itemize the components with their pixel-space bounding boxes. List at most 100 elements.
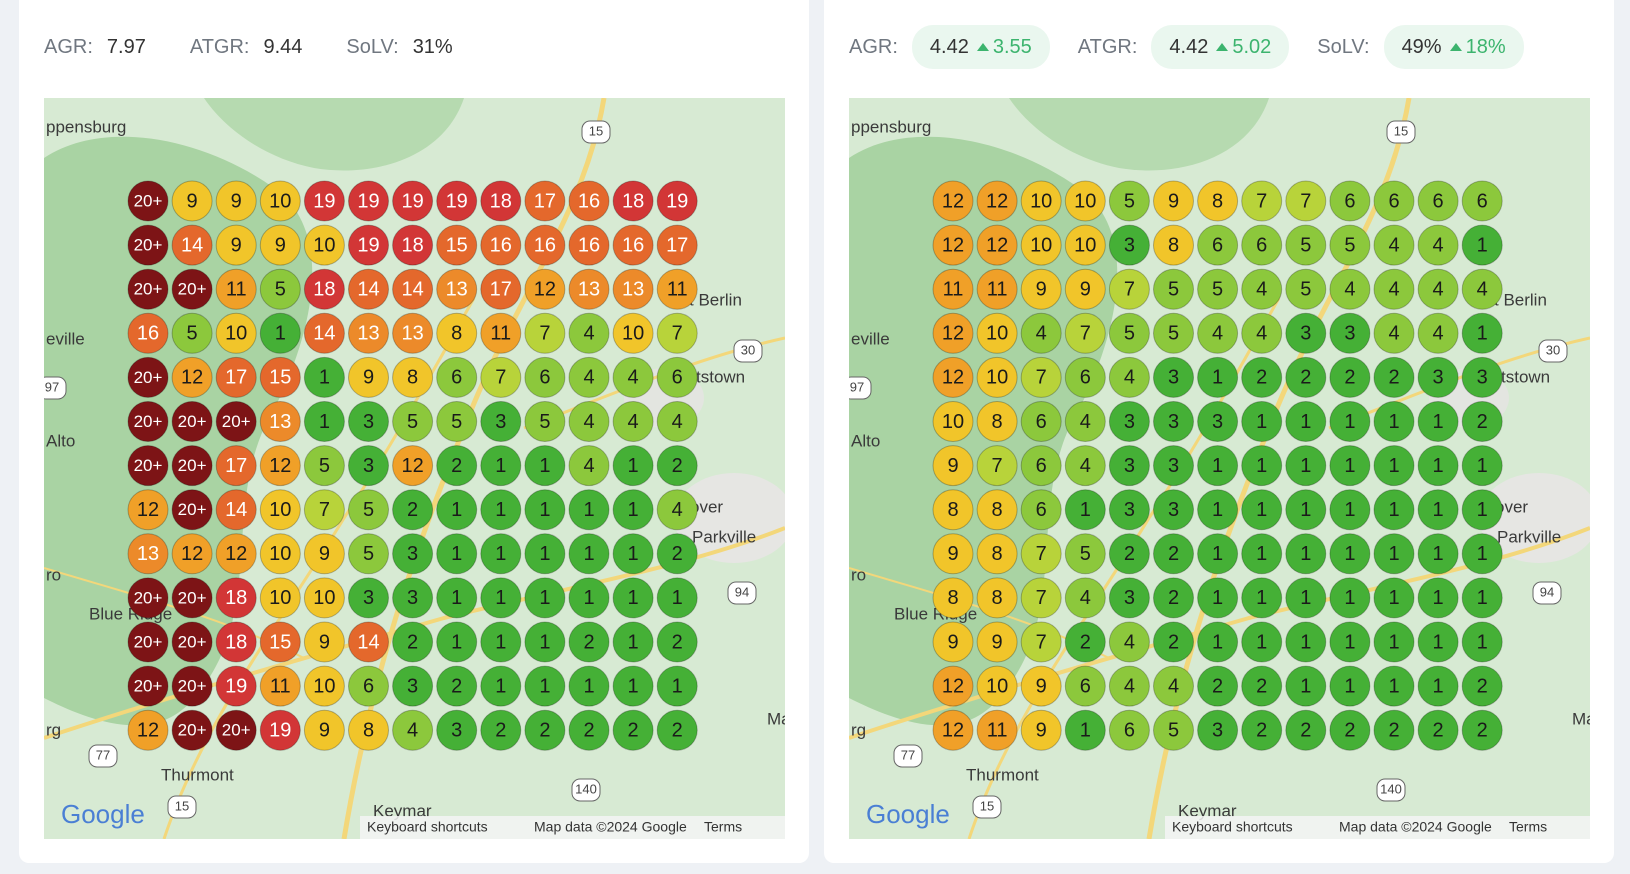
rank-pin [976,533,1018,575]
rank-pin [932,356,974,398]
place-label: eville [46,329,85,348]
rank-label: 4 [1344,278,1355,300]
rank-pin [612,621,654,663]
rank-pin [215,709,257,751]
rank-label: 14 [181,234,203,256]
rank-pin [436,489,478,531]
rank-pin [215,224,257,266]
rank-pin [976,356,1018,398]
rank-pin [127,445,169,487]
rank-label: 4 [1212,323,1223,345]
rank-pin [1417,268,1459,310]
rank-label: 1 [1344,543,1355,565]
rank-label: 3 [1168,455,1179,477]
rank-pin [524,709,566,751]
rank-label: 5 [1080,543,1091,565]
rank-label: 14 [357,278,379,300]
place-label: Keymar [373,801,432,820]
rank-label: 11 [270,675,291,697]
rank-label: 7 [992,455,1003,477]
rank-label: 1 [451,631,462,653]
rank-label: 4 [1256,278,1267,300]
rank-pin [568,621,610,663]
rank-pin [568,445,610,487]
rank-label: 13 [269,411,291,433]
rank-label: 20+ [178,456,207,475]
rank-label: 1 [1344,411,1355,433]
rank-pin [480,709,522,751]
rank-pin [303,665,345,707]
rank-pin [1197,621,1239,663]
rank-pin [524,621,566,663]
rank-pin [127,224,169,266]
rank-label: 7 [1036,631,1047,653]
rank-label: 1 [583,499,594,521]
road-shield [88,744,118,768]
rank-pin [303,489,345,531]
rank-pin [436,224,478,266]
rank-label: 8 [407,367,418,389]
road-shield [1386,120,1416,144]
rank-pin [568,356,610,398]
rank-label: 4 [628,411,639,433]
rank-pin [1329,445,1371,487]
rank-label: 1 [628,499,639,521]
rank-label: 11 [987,278,1008,300]
rank-pin [568,401,610,442]
rank-label: 5 [1168,323,1179,345]
rank-pin [656,665,698,707]
rank-pin [932,621,974,663]
rank-label: 5 [319,455,330,477]
rank-label: 2 [1477,719,1488,741]
rank-pin [171,709,213,751]
rank-label: 3 [495,411,506,433]
rank-label: 1 [1300,587,1311,609]
rank-label: 6 [1036,411,1047,433]
rank-pin [1197,665,1239,707]
rank-label: 2 [1212,675,1223,697]
rank-pin [392,621,434,663]
rank-label: 6 [1344,190,1355,212]
rank-pin [1373,533,1415,575]
rank-label: 2 [1256,367,1267,389]
rank-label: 12 [137,499,159,521]
rank-label: 2 [407,499,418,521]
road-shield-label: 140 [1380,781,1402,796]
rank-pin [612,401,654,442]
rank-pin [171,489,213,531]
rank-label: 6 [539,367,550,389]
place-label: over [690,497,723,516]
rank-pin [1461,180,1503,222]
rank-label: 20+ [134,368,163,387]
rank-label: 17 [534,190,556,212]
road-shield [893,744,923,768]
rank-label: 15 [269,367,291,389]
rank-label: 2 [628,719,639,741]
rank-label: 15 [269,631,291,653]
rank-label: 1 [628,587,639,609]
rank-label: 7 [539,323,550,345]
rank-label: 20+ [134,677,163,696]
rank-label: 4 [1433,234,1444,256]
rank-pin [1153,401,1194,442]
rank-pin [215,180,257,222]
rank-label: 20+ [134,632,163,651]
google-logo: Google [61,799,145,829]
rank-pin [127,401,169,442]
rank-label: 16 [137,323,159,345]
rank-label: 12 [942,190,964,212]
rank-label: 1 [539,631,550,653]
rank-label: 9 [1080,278,1091,300]
map[interactable]: ppensburg t Berlin eville tstown Alto over Par… [849,98,1590,839]
rank-pin [215,533,257,575]
map[interactable]: ppensburg t Berlin eville tstown Alto over Par… [44,98,785,839]
rank-label: 1 [1433,543,1444,565]
rank-pin [303,445,345,487]
rank-label: 7 [1036,367,1047,389]
rank-pin [1329,268,1371,310]
rank-pin [524,356,566,398]
rank-label: 1 [583,543,594,565]
rank-pin [1329,401,1371,442]
rank-pin [1108,577,1150,619]
